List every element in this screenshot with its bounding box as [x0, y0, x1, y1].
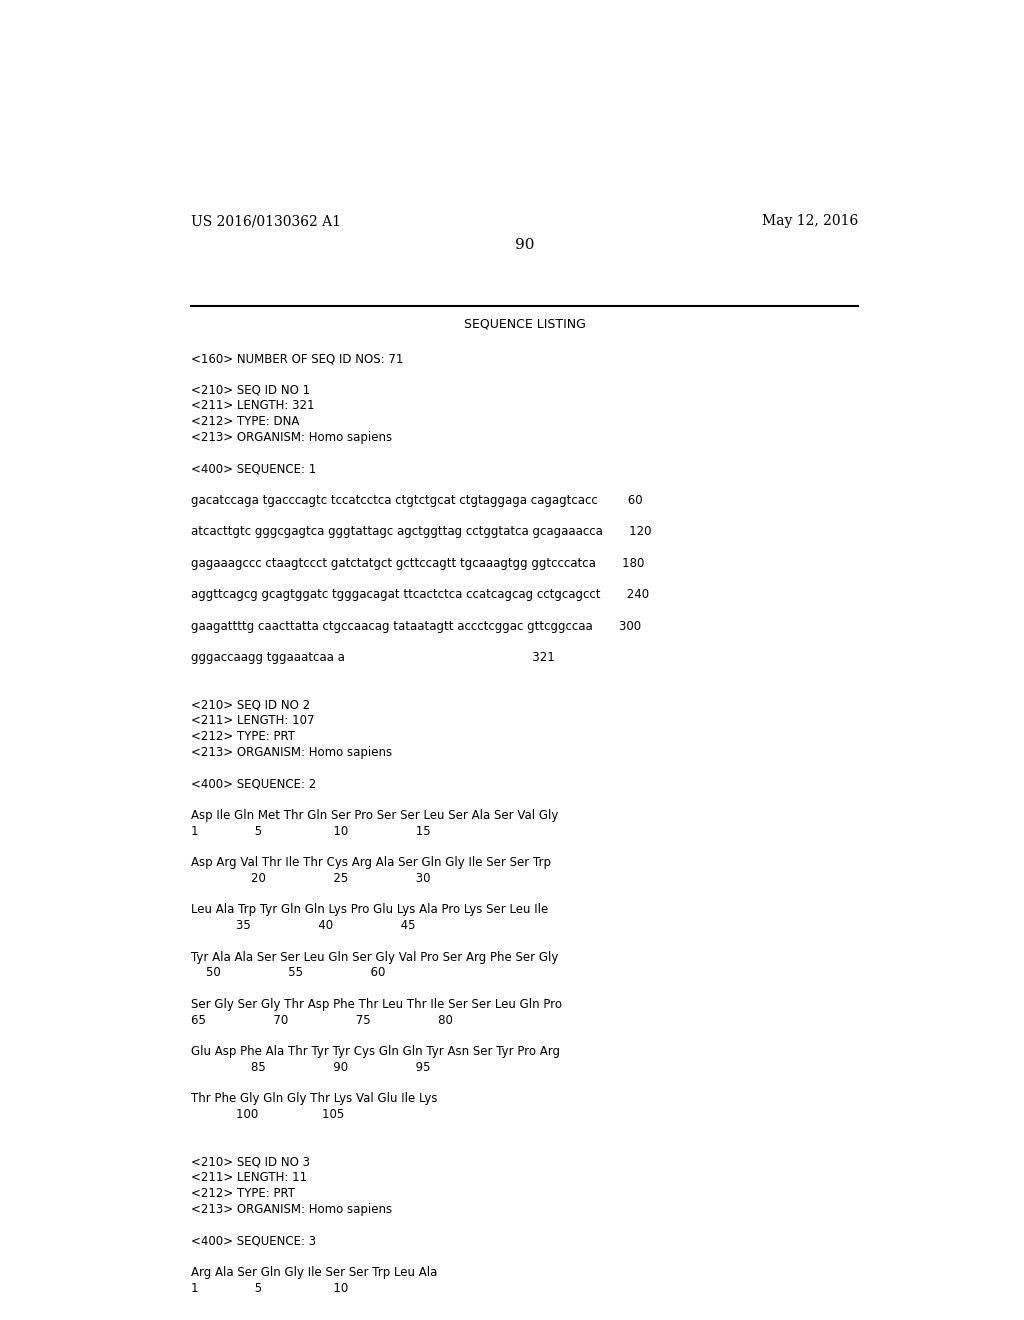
Text: <213> ORGANISM: Homo sapiens: <213> ORGANISM: Homo sapiens [191, 746, 392, 759]
Text: gagaaagccc ctaagtccct gatctatgct gcttccagtt tgcaaagtgg ggtcccatca       180: gagaaagccc ctaagtccct gatctatgct gcttcca… [191, 557, 645, 570]
Text: 65                  70                  75                  80: 65 70 75 80 [191, 1014, 454, 1027]
Text: 20                  25                  30: 20 25 30 [191, 873, 431, 884]
Text: <400> SEQUENCE: 3: <400> SEQUENCE: 3 [191, 1234, 316, 1247]
Text: Asp Arg Val Thr Ile Thr Cys Arg Ala Ser Gln Gly Ile Ser Ser Trp: Asp Arg Val Thr Ile Thr Cys Arg Ala Ser … [191, 857, 552, 869]
Text: SEQUENCE LISTING: SEQUENCE LISTING [464, 318, 586, 331]
Text: aggttcagcg gcagtggatc tgggacagat ttcactctca ccatcagcag cctgcagcct       240: aggttcagcg gcagtggatc tgggacagat ttcactc… [191, 589, 649, 602]
Text: <400> SEQUENCE: 2: <400> SEQUENCE: 2 [191, 777, 316, 791]
Text: <210> SEQ ID NO 3: <210> SEQ ID NO 3 [191, 1155, 310, 1168]
Text: 90: 90 [515, 238, 535, 252]
Text: Ser Gly Ser Gly Thr Asp Phe Thr Leu Thr Ile Ser Ser Leu Gln Pro: Ser Gly Ser Gly Thr Asp Phe Thr Leu Thr … [191, 998, 562, 1011]
Text: <213> ORGANISM: Homo sapiens: <213> ORGANISM: Homo sapiens [191, 1203, 392, 1216]
Text: US 2016/0130362 A1: US 2016/0130362 A1 [191, 214, 341, 228]
Text: gaagattttg caacttatta ctgccaacag tataatagtt accctcggac gttcggccaa       300: gaagattttg caacttatta ctgccaacag tataata… [191, 620, 642, 632]
Text: atcacttgtc gggcgagtca gggtattagc agctggttag cctggtatca gcagaaacca       120: atcacttgtc gggcgagtca gggtattagc agctggt… [191, 525, 652, 539]
Text: <212> TYPE: PRT: <212> TYPE: PRT [191, 1187, 296, 1200]
Text: 50                  55                  60: 50 55 60 [191, 966, 386, 979]
Text: <210> SEQ ID NO 1: <210> SEQ ID NO 1 [191, 384, 310, 396]
Text: Thr Phe Gly Gln Gly Thr Lys Val Glu Ile Lys: Thr Phe Gly Gln Gly Thr Lys Val Glu Ile … [191, 1093, 438, 1105]
Text: 85                  90                  95: 85 90 95 [191, 1061, 431, 1074]
Text: <211> LENGTH: 11: <211> LENGTH: 11 [191, 1171, 307, 1184]
Text: gggaccaagg tggaaatcaa a                                                  321: gggaccaagg tggaaatcaa a 321 [191, 651, 555, 664]
Text: gacatccaga tgacccagtc tccatcctca ctgtctgcat ctgtaggaga cagagtcacc        60: gacatccaga tgacccagtc tccatcctca ctgtctg… [191, 494, 643, 507]
Text: <160> NUMBER OF SEQ ID NOS: 71: <160> NUMBER OF SEQ ID NOS: 71 [191, 352, 403, 366]
Text: 100                 105: 100 105 [191, 1109, 345, 1121]
Text: 35                  40                  45: 35 40 45 [191, 919, 416, 932]
Text: <211> LENGTH: 321: <211> LENGTH: 321 [191, 399, 315, 412]
Text: Glu Asp Phe Ala Thr Tyr Tyr Cys Gln Gln Tyr Asn Ser Tyr Pro Arg: Glu Asp Phe Ala Thr Tyr Tyr Cys Gln Gln … [191, 1045, 560, 1059]
Text: <212> TYPE: DNA: <212> TYPE: DNA [191, 414, 300, 428]
Text: Tyr Ala Ala Ser Ser Leu Gln Ser Gly Val Pro Ser Arg Phe Ser Gly: Tyr Ala Ala Ser Ser Leu Gln Ser Gly Val … [191, 950, 559, 964]
Text: 1               5                   10: 1 5 10 [191, 1282, 349, 1295]
Text: Arg Ala Ser Gln Gly Ile Ser Ser Trp Leu Ala: Arg Ala Ser Gln Gly Ile Ser Ser Trp Leu … [191, 1266, 438, 1279]
Text: <212> TYPE: PRT: <212> TYPE: PRT [191, 730, 296, 743]
Text: <400> SEQUENCE: 1: <400> SEQUENCE: 1 [191, 462, 316, 475]
Text: 1               5                   10                  15: 1 5 10 15 [191, 825, 431, 838]
Text: <211> LENGTH: 107: <211> LENGTH: 107 [191, 714, 315, 727]
Text: Asp Ile Gln Met Thr Gln Ser Pro Ser Ser Leu Ser Ala Ser Val Gly: Asp Ile Gln Met Thr Gln Ser Pro Ser Ser … [191, 809, 559, 822]
Text: Leu Ala Trp Tyr Gln Gln Lys Pro Glu Lys Ala Pro Lys Ser Leu Ile: Leu Ala Trp Tyr Gln Gln Lys Pro Glu Lys … [191, 903, 549, 916]
Text: May 12, 2016: May 12, 2016 [762, 214, 858, 228]
Text: <213> ORGANISM: Homo sapiens: <213> ORGANISM: Homo sapiens [191, 430, 392, 444]
Text: <210> SEQ ID NO 2: <210> SEQ ID NO 2 [191, 698, 310, 711]
